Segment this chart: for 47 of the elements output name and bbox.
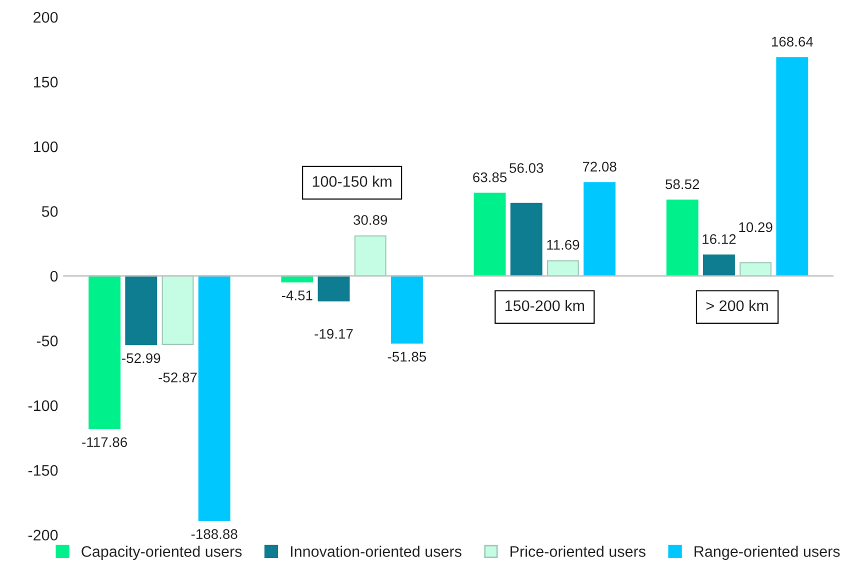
data-label: 16.12	[702, 234, 736, 244]
y-tick-label: -150	[28, 465, 58, 476]
x-tick-label: > 200 km	[706, 300, 768, 312]
y-tick-label: 200	[34, 12, 58, 23]
data-label: -117.86	[82, 437, 127, 448]
y-tick-label: -200	[28, 530, 58, 541]
data-label: 168.64	[772, 36, 814, 47]
data-label: -52.99	[122, 353, 160, 364]
bar	[703, 254, 735, 277]
legend-label: Innovation-oriented users	[290, 546, 462, 557]
x-tick-label: 100-150 km	[312, 176, 392, 187]
data-label: 30.89	[354, 215, 388, 225]
bar	[162, 275, 194, 345]
y-tick-label: 50	[42, 206, 58, 217]
bar	[776, 57, 808, 277]
bar	[198, 275, 230, 522]
legend-label: Capacity-oriented users	[82, 546, 242, 560]
data-label: 56.03	[510, 163, 544, 173]
bar	[474, 192, 506, 277]
y-tick-label: 0	[50, 270, 58, 282]
bar	[740, 262, 772, 277]
data-label: 11.69	[547, 240, 580, 250]
data-label: 10.29	[739, 222, 772, 232]
y-tick-label: -50	[36, 336, 58, 346]
legend-label: Price-oriented users	[510, 546, 646, 557]
y-tick-label: 100	[34, 141, 58, 152]
bar	[88, 275, 121, 430]
bar	[584, 182, 616, 277]
bar	[318, 275, 350, 302]
bar	[547, 260, 579, 277]
data-label: -188.88	[191, 529, 238, 539]
bar	[390, 275, 423, 344]
data-label: -52.87	[158, 372, 197, 382]
bar	[354, 235, 386, 277]
data-label: -19.17	[314, 328, 353, 339]
data-label: 58.52	[666, 179, 700, 190]
y-tick-label: -100	[28, 400, 58, 412]
bar	[666, 200, 698, 277]
data-label: -51.85	[388, 352, 426, 362]
data-label: -4.51	[282, 290, 312, 300]
y-tick-label: 150	[34, 76, 58, 88]
data-label: 72.08	[582, 162, 616, 172]
legend-label: Range-oriented users	[694, 546, 840, 560]
bar	[510, 202, 542, 277]
x-tick-label: 150-200 km	[506, 300, 584, 312]
data-label: 63.85	[473, 172, 507, 182]
bar	[125, 275, 158, 346]
